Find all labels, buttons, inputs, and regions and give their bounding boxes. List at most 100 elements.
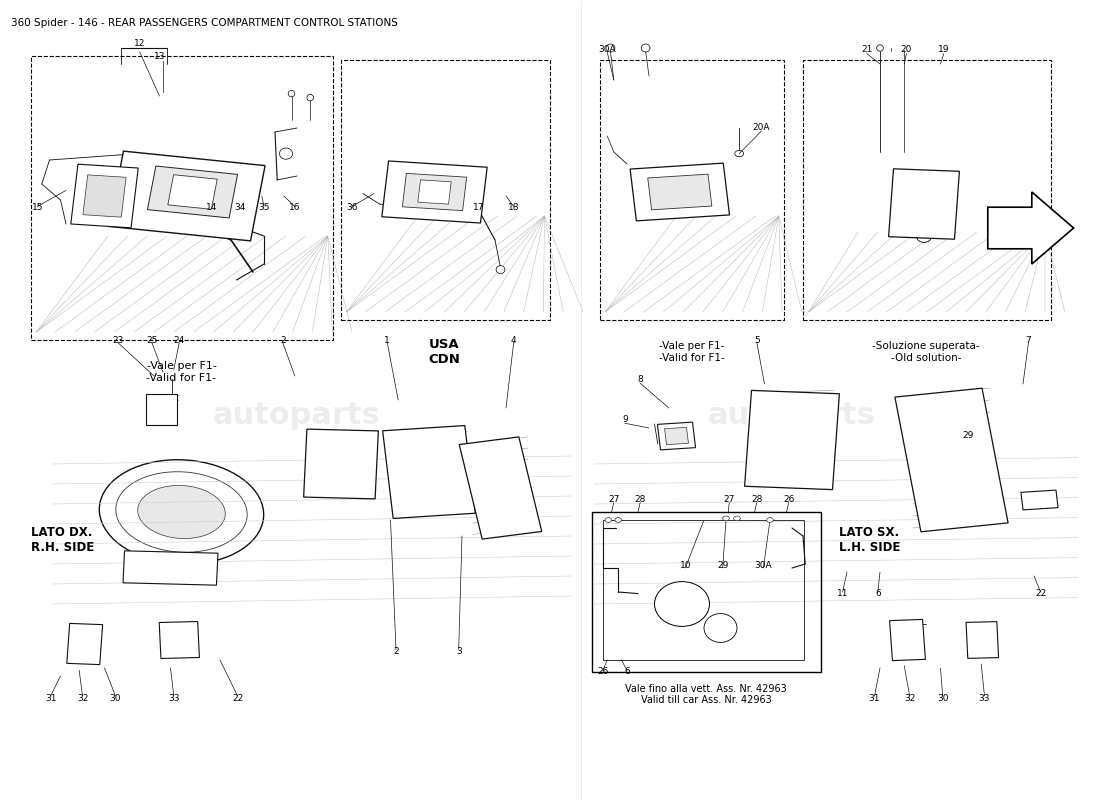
Text: 22: 22 — [1035, 589, 1046, 598]
Text: 360 Spider - 146 - REAR PASSENGERS COMPARTMENT CONTROL STATIONS: 360 Spider - 146 - REAR PASSENGERS COMPA… — [11, 18, 398, 27]
Text: 2: 2 — [279, 335, 286, 345]
Bar — [600, 60, 784, 320]
Text: 26: 26 — [783, 495, 794, 505]
Ellipse shape — [801, 451, 816, 464]
Text: 20: 20 — [901, 45, 912, 54]
Text: 32: 32 — [77, 694, 88, 703]
Polygon shape — [745, 390, 839, 490]
Text: 5: 5 — [754, 335, 760, 345]
Polygon shape — [123, 551, 218, 585]
Text: 27: 27 — [608, 495, 619, 505]
Ellipse shape — [409, 446, 422, 458]
Ellipse shape — [735, 150, 744, 157]
Text: 11: 11 — [837, 589, 848, 598]
Text: 6: 6 — [874, 589, 881, 598]
Bar — [603, 520, 804, 660]
Ellipse shape — [166, 167, 175, 172]
Text: 7: 7 — [1025, 335, 1032, 345]
Text: 22: 22 — [232, 694, 243, 703]
Polygon shape — [648, 174, 712, 210]
Ellipse shape — [927, 414, 943, 426]
Ellipse shape — [426, 462, 439, 474]
Ellipse shape — [138, 486, 226, 538]
Text: 3: 3 — [455, 647, 462, 657]
Ellipse shape — [768, 418, 783, 430]
Ellipse shape — [916, 230, 932, 242]
Ellipse shape — [605, 518, 612, 522]
Ellipse shape — [615, 518, 622, 522]
Text: -Soluzione superata-
-Old solution-: -Soluzione superata- -Old solution- — [872, 341, 980, 362]
Ellipse shape — [114, 170, 123, 174]
Ellipse shape — [180, 562, 194, 570]
Ellipse shape — [704, 614, 737, 642]
Text: 30: 30 — [110, 694, 121, 703]
Ellipse shape — [199, 167, 208, 172]
Ellipse shape — [641, 44, 650, 52]
Text: 30A: 30A — [755, 561, 772, 570]
Text: 17: 17 — [473, 203, 484, 213]
Ellipse shape — [328, 442, 343, 454]
Polygon shape — [82, 175, 126, 217]
Text: 16: 16 — [289, 203, 300, 213]
Ellipse shape — [767, 518, 773, 522]
Text: 27: 27 — [724, 495, 735, 505]
Polygon shape — [895, 388, 1008, 532]
Text: autoparts: autoparts — [708, 402, 876, 430]
Text: -Vale per F1-
-Valid for F1-: -Vale per F1- -Valid for F1- — [146, 362, 217, 383]
Text: 20A: 20A — [752, 123, 770, 133]
Ellipse shape — [877, 45, 883, 51]
Ellipse shape — [147, 562, 161, 570]
Text: 15: 15 — [32, 203, 43, 213]
Polygon shape — [890, 619, 925, 661]
Text: 36: 36 — [346, 203, 358, 213]
Text: 34: 34 — [234, 203, 245, 213]
Polygon shape — [403, 174, 466, 210]
Text: 33: 33 — [979, 694, 990, 703]
Polygon shape — [658, 422, 695, 450]
Ellipse shape — [734, 516, 740, 521]
Polygon shape — [459, 437, 542, 539]
Polygon shape — [70, 164, 139, 228]
Text: 28: 28 — [751, 495, 762, 505]
Text: 29: 29 — [962, 431, 974, 441]
Ellipse shape — [940, 394, 956, 406]
Polygon shape — [664, 427, 689, 445]
Text: 24: 24 — [174, 335, 185, 345]
Text: USA
CDN: USA CDN — [429, 338, 460, 366]
Text: LATO SX.
L.H. SIDE: LATO SX. L.H. SIDE — [839, 526, 901, 554]
Polygon shape — [889, 169, 959, 239]
Text: 1: 1 — [384, 335, 390, 345]
Text: 31: 31 — [45, 694, 56, 703]
Polygon shape — [160, 622, 199, 658]
Text: 31: 31 — [869, 694, 880, 703]
Bar — [31, 56, 333, 340]
Ellipse shape — [116, 472, 248, 552]
Ellipse shape — [307, 94, 314, 101]
Text: 25: 25 — [146, 335, 157, 345]
Text: 14: 14 — [206, 203, 217, 213]
Text: 32: 32 — [904, 694, 915, 703]
Ellipse shape — [342, 458, 358, 470]
Ellipse shape — [279, 148, 293, 159]
Text: 23: 23 — [112, 335, 123, 345]
Polygon shape — [966, 622, 999, 658]
Text: 33: 33 — [168, 694, 179, 703]
Text: 12: 12 — [134, 39, 145, 49]
Text: Vale fino alla vett. Ass. Nr. 42963
Valid till car Ass. Nr. 42963: Vale fino alla vett. Ass. Nr. 42963 Vali… — [625, 683, 788, 706]
Ellipse shape — [654, 582, 710, 626]
Text: -Vale per F1-
-Valid for F1-: -Vale per F1- -Valid for F1- — [659, 341, 725, 362]
Polygon shape — [168, 174, 217, 210]
Text: 30A: 30A — [598, 45, 616, 54]
Text: 4: 4 — [510, 335, 517, 345]
Bar — [341, 60, 550, 320]
Polygon shape — [109, 151, 265, 241]
Ellipse shape — [442, 478, 455, 490]
Text: 13: 13 — [154, 52, 165, 62]
Ellipse shape — [99, 460, 264, 564]
Polygon shape — [382, 161, 487, 223]
Text: LATO DX.
R.H. SIDE: LATO DX. R.H. SIDE — [31, 526, 94, 554]
Bar — [803, 60, 1050, 320]
Ellipse shape — [288, 90, 295, 97]
Text: 18: 18 — [508, 203, 519, 213]
Text: 19: 19 — [938, 45, 949, 54]
